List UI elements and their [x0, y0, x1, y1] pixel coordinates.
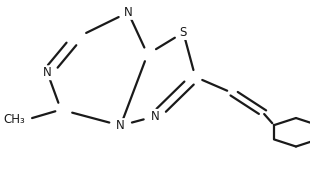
Text: N: N — [43, 66, 52, 79]
Text: N: N — [124, 6, 132, 19]
Text: CH₃: CH₃ — [3, 113, 25, 126]
Text: N: N — [116, 119, 125, 132]
Text: N: N — [151, 110, 159, 123]
Text: S: S — [180, 26, 187, 39]
